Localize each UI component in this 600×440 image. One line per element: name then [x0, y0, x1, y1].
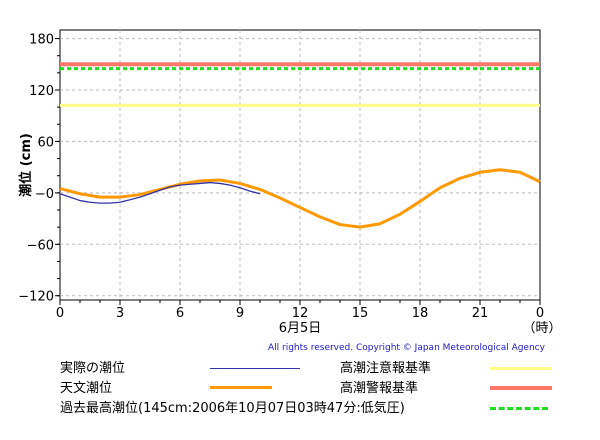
- legend-label-record: 過去最高潮位(145cm:2006年10月07日03時47分:低気圧): [60, 401, 405, 416]
- x-tick-label: 6: [176, 306, 184, 321]
- y-tick-label: 180: [29, 33, 54, 48]
- legend-swatch-astronomical: [210, 386, 272, 389]
- x-tick-label: 15: [352, 306, 369, 321]
- y-tick-label: −0: [35, 187, 54, 202]
- x-tick-label: 21: [472, 306, 489, 321]
- legend-label-warning: 高潮警報基準: [340, 381, 419, 396]
- legend-label-astronomical: 天文潮位: [60, 381, 113, 396]
- legend-label-advisory: 高潮注意報基準: [340, 361, 432, 376]
- x-tick-label: 12: [292, 306, 309, 321]
- x-unit-label: （時）: [522, 321, 561, 336]
- legend-swatch-advisory: [490, 367, 552, 370]
- y-tick-label: −120: [18, 290, 54, 305]
- copyright-notice: All rights reserved. Copyright © Japan M…: [268, 343, 545, 353]
- y-axis-title: 潮位 (cm): [18, 133, 34, 197]
- x-tick-label: 0: [56, 306, 64, 321]
- y-tick-label: −60: [27, 238, 54, 253]
- legend-swatch-record: [490, 407, 548, 410]
- series-line: [59, 168, 541, 229]
- x-tick-label: 0: [536, 306, 544, 321]
- legend-label-actual: 実際の潮位: [60, 361, 126, 376]
- series-line: [59, 181, 261, 204]
- y-tick-label: 120: [29, 84, 54, 99]
- x-tick-label: 9: [236, 306, 244, 321]
- x-tick-label: 18: [412, 306, 429, 321]
- date-label: 6月5日: [279, 321, 322, 336]
- y-tick-label: 60: [37, 135, 54, 150]
- tide-chart: 0 3 6 9 12 15 18 21 0 180 120 60 −0 −60 −120 潮位 (cm) 6月5…: [18, 29, 562, 336]
- legend-swatch-actual: [210, 368, 300, 369]
- x-tick-label: 3: [116, 306, 124, 321]
- legend-swatch-warning: [490, 386, 552, 390]
